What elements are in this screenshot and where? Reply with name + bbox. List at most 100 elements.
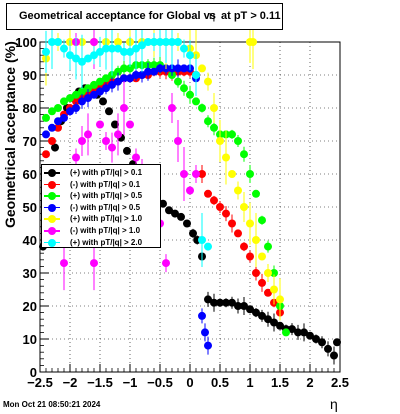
data-point bbox=[72, 90, 80, 99]
data-point bbox=[90, 38, 98, 46]
data-point bbox=[264, 315, 272, 324]
data-point bbox=[123, 146, 131, 155]
data-point bbox=[165, 206, 173, 215]
data-point bbox=[264, 269, 272, 277]
data-point bbox=[174, 77, 182, 86]
data-point bbox=[204, 77, 212, 86]
data-point bbox=[189, 229, 197, 238]
data-point bbox=[171, 209, 179, 218]
data-point bbox=[108, 44, 116, 53]
data-point bbox=[114, 44, 122, 53]
data-point bbox=[90, 51, 98, 60]
data-point bbox=[300, 328, 308, 337]
legend-label: (+) with pT/|q| > 1.0 bbox=[70, 214, 143, 224]
data-point bbox=[312, 335, 320, 343]
data-point bbox=[306, 331, 314, 340]
data-point bbox=[42, 130, 50, 139]
y-tick-label: 20 bbox=[23, 299, 37, 314]
legend-marker bbox=[44, 203, 60, 212]
data-point bbox=[60, 97, 68, 106]
legend-marker bbox=[44, 215, 60, 224]
data-point bbox=[204, 117, 212, 126]
data-point bbox=[132, 44, 140, 53]
data-point bbox=[72, 153, 80, 162]
data-point bbox=[234, 186, 242, 195]
data-point bbox=[198, 170, 206, 178]
data-point bbox=[183, 219, 191, 228]
data-point bbox=[102, 137, 110, 145]
data-point bbox=[240, 150, 248, 159]
data-point bbox=[105, 107, 113, 116]
y-axis-title: Geometrical acceptance (%) bbox=[2, 41, 18, 228]
data-point bbox=[258, 311, 266, 320]
data-point bbox=[90, 80, 98, 89]
data-point bbox=[111, 120, 119, 129]
data-point bbox=[330, 351, 338, 360]
data-point bbox=[96, 77, 104, 86]
data-point bbox=[246, 170, 254, 178]
data-point bbox=[138, 71, 146, 79]
data-point bbox=[42, 150, 50, 159]
data-point bbox=[108, 80, 116, 89]
data-point bbox=[120, 64, 128, 73]
data-point bbox=[210, 104, 218, 112]
data-point bbox=[258, 252, 266, 261]
data-point bbox=[54, 117, 62, 126]
x-tick-label: 1 bbox=[246, 375, 253, 390]
data-point bbox=[48, 107, 56, 116]
data-point bbox=[60, 44, 68, 53]
data-point bbox=[78, 137, 86, 145]
x-tick-label: −2 bbox=[63, 375, 78, 390]
data-point bbox=[216, 298, 224, 307]
data-point bbox=[192, 170, 200, 178]
data-point bbox=[252, 269, 260, 277]
data-point bbox=[228, 130, 236, 139]
data-point bbox=[180, 84, 188, 93]
data-point bbox=[204, 242, 212, 251]
data-point bbox=[90, 259, 98, 268]
data-point bbox=[114, 38, 122, 46]
legend-entry: (+) with pT/|q| > 2.0 bbox=[42, 237, 160, 249]
data-point bbox=[204, 295, 212, 304]
x-tick-label: 0 bbox=[186, 375, 193, 390]
data-point bbox=[156, 38, 164, 46]
data-point bbox=[216, 137, 224, 145]
data-point bbox=[84, 94, 92, 103]
data-point bbox=[252, 308, 260, 317]
data-point bbox=[264, 242, 272, 251]
data-point bbox=[222, 153, 230, 162]
chart-title-box: Geometrical acceptance for Global vs η a… bbox=[6, 3, 283, 30]
data-point bbox=[216, 203, 224, 211]
data-point bbox=[234, 229, 242, 238]
data-point bbox=[228, 219, 236, 228]
data-point bbox=[252, 189, 260, 198]
data-point bbox=[234, 137, 242, 145]
data-point bbox=[102, 84, 110, 93]
data-point bbox=[276, 295, 284, 304]
data-point bbox=[222, 209, 230, 218]
data-point bbox=[240, 302, 248, 310]
data-point bbox=[333, 338, 341, 347]
data-point bbox=[54, 104, 62, 112]
data-point bbox=[162, 38, 170, 46]
data-point bbox=[138, 41, 146, 50]
x-tick-label: −1 bbox=[123, 375, 138, 390]
data-point bbox=[201, 328, 209, 337]
data-point bbox=[126, 74, 134, 83]
data-point bbox=[174, 64, 182, 73]
data-point bbox=[150, 67, 158, 76]
data-point bbox=[288, 325, 296, 334]
data-point bbox=[72, 104, 80, 112]
x-tick-label: −2.5 bbox=[27, 375, 53, 390]
data-point bbox=[132, 71, 140, 79]
data-point bbox=[246, 219, 254, 228]
data-point bbox=[78, 87, 86, 96]
data-point bbox=[270, 269, 278, 277]
data-point bbox=[114, 77, 122, 86]
data-point bbox=[72, 97, 80, 106]
data-point bbox=[198, 104, 206, 112]
data-point bbox=[156, 64, 164, 73]
data-point bbox=[108, 143, 116, 152]
data-point bbox=[150, 38, 158, 46]
legend-marker bbox=[44, 238, 60, 247]
